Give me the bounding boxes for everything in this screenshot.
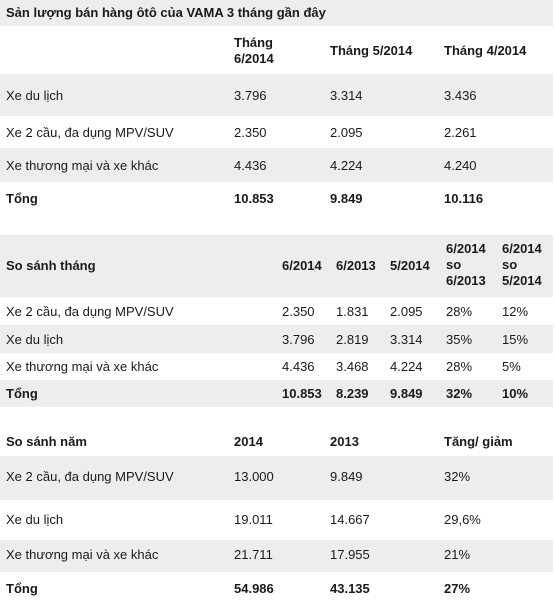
- total-value: 27%: [444, 581, 471, 596]
- cell-value: 32%: [444, 469, 471, 484]
- cell-value: 15%: [502, 332, 529, 347]
- table2-header-jun-2013: 6/2013: [336, 258, 376, 273]
- cell-value: 21%: [444, 547, 471, 562]
- row-label: Xe thương mại và xe khác: [6, 158, 159, 173]
- cell-value: 2.350: [234, 125, 267, 140]
- cell-value: 35%: [446, 332, 473, 347]
- cell-value: 1.831: [336, 304, 369, 319]
- row-label: Xe thương mại và xe khác: [6, 359, 159, 374]
- cell-value: 13.000: [234, 469, 274, 484]
- table1-header-may-2014: Tháng 5/2014: [330, 43, 413, 58]
- table2-header-jun14-vs-may14: 6/2014 so 5/2014: [502, 241, 542, 288]
- table1-header-jun-2014: Tháng 6/2014: [234, 35, 274, 66]
- table1-title-row: Sản lượng bán hàng ôtô của VAMA 3 tháng …: [0, 0, 553, 26]
- table3-header-row: So sánh năm 2014 2013 Tăng/ giảm: [0, 426, 553, 456]
- total-label: Tổng: [6, 191, 38, 206]
- total-value: 9.849: [390, 386, 423, 401]
- cell-value: 2.095: [390, 304, 423, 319]
- cell-value: 2.350: [282, 304, 315, 319]
- table1-header-apr-2014: Tháng 4/2014: [444, 43, 527, 58]
- table-row: Xe du lịch 3.796 3.314 3.436: [0, 74, 553, 116]
- cell-value: 4.224: [390, 359, 423, 374]
- table3-header-change: Tăng/ giảm: [444, 434, 513, 449]
- cell-value: 21.711: [234, 547, 273, 562]
- cell-value: 2.261: [444, 125, 477, 140]
- total-value: 10.116: [444, 191, 484, 206]
- total-value: 32%: [446, 386, 473, 401]
- cell-value: 4.224: [330, 158, 363, 173]
- cell-value: 4.240: [444, 158, 477, 173]
- table-row: Xe thương mại và xe khác 4.436 3.468 4.2…: [0, 353, 553, 380]
- cell-value: 12%: [502, 304, 529, 319]
- table-row-total: Tổng 10.853 8.239 9.849 32% 10%: [0, 380, 553, 407]
- cell-value: 28%: [446, 304, 473, 319]
- total-value: 10.853: [234, 191, 274, 206]
- cell-value: 3.796: [282, 332, 315, 347]
- table-row: Xe 2 cầu, đa dụng MPV/SUV 2.350 2.095 2.…: [0, 116, 553, 148]
- cell-value: 14.667: [330, 512, 370, 527]
- cell-value: 28%: [446, 359, 473, 374]
- cell-value: 3.436: [444, 88, 477, 103]
- cell-value: 3.314: [330, 88, 363, 103]
- table2-header-row: So sánh tháng 6/2014 6/2013 5/2014 6/201…: [0, 235, 553, 297]
- cell-value: 19.011: [234, 512, 273, 527]
- row-label: Xe 2 cầu, đa dụng MPV/SUV: [6, 469, 174, 484]
- cell-value: 4.436: [234, 158, 267, 173]
- table2-header-may-2014: 5/2014: [390, 258, 430, 273]
- table-row-total: Tổng 54.986 43.135 27%: [0, 572, 553, 608]
- cell-value: 3.796: [234, 88, 267, 103]
- total-value: 10.853: [282, 386, 322, 401]
- table-row: Xe du lịch 3.796 2.819 3.314 35% 15%: [0, 325, 553, 353]
- cell-value: 29,6%: [444, 512, 481, 527]
- total-value: 43.135: [330, 581, 370, 596]
- table-row: Xe 2 cầu, đa dụng MPV/SUV 2.350 1.831 2.…: [0, 297, 553, 325]
- cell-value: 9.849: [330, 469, 363, 484]
- row-label: Xe du lịch: [6, 512, 64, 527]
- table2-title: So sánh tháng: [6, 258, 96, 273]
- table-row: Xe thương mại và xe khác 21.711 17.955 2…: [0, 540, 553, 572]
- cell-value: 5%: [502, 359, 521, 374]
- row-label: Xe du lịch: [6, 88, 64, 103]
- row-label: Xe thương mại và xe khác: [6, 547, 159, 562]
- cell-value: 2.819: [336, 332, 369, 347]
- table1-header-row: Tháng 6/2014 Tháng 5/2014 Tháng 4/2014: [0, 26, 553, 74]
- table1-title: Sản lượng bán hàng ôtô của VAMA 3 tháng …: [6, 5, 326, 20]
- total-label: Tổng: [6, 581, 38, 596]
- total-value: 54.986: [234, 581, 274, 596]
- cell-value: 3.468: [336, 359, 369, 374]
- cell-value: 17.955: [330, 547, 370, 562]
- total-value: 9.849: [330, 191, 363, 206]
- table3-header-2013: 2013: [330, 434, 359, 449]
- table2-header-jun-2014: 6/2014: [282, 258, 322, 273]
- row-label: Xe du lịch: [6, 332, 64, 347]
- row-label: Xe 2 cầu, đa dụng MPV/SUV: [6, 304, 174, 319]
- cell-value: 3.314: [390, 332, 423, 347]
- table-row-total: Tổng 10.853 9.849 10.116: [0, 182, 553, 216]
- total-label: Tổng: [6, 386, 38, 401]
- total-value: 8.239: [336, 386, 369, 401]
- table-row: Xe thương mại và xe khác 4.436 4.224 4.2…: [0, 148, 553, 182]
- cell-value: 2.095: [330, 125, 363, 140]
- table3-header-2014: 2014: [234, 434, 263, 449]
- row-label: Xe 2 cầu, đa dụng MPV/SUV: [6, 125, 174, 140]
- table3-title: So sánh năm: [6, 434, 87, 449]
- table2-header-jun14-vs-jun13: 6/2014 so 6/2013: [446, 241, 486, 288]
- table-row: Xe du lịch 19.011 14.667 29,6%: [0, 500, 553, 540]
- total-value: 10%: [502, 386, 529, 401]
- cell-value: 4.436: [282, 359, 315, 374]
- table-row: Xe 2 cầu, đa dụng MPV/SUV 13.000 9.849 3…: [0, 456, 553, 500]
